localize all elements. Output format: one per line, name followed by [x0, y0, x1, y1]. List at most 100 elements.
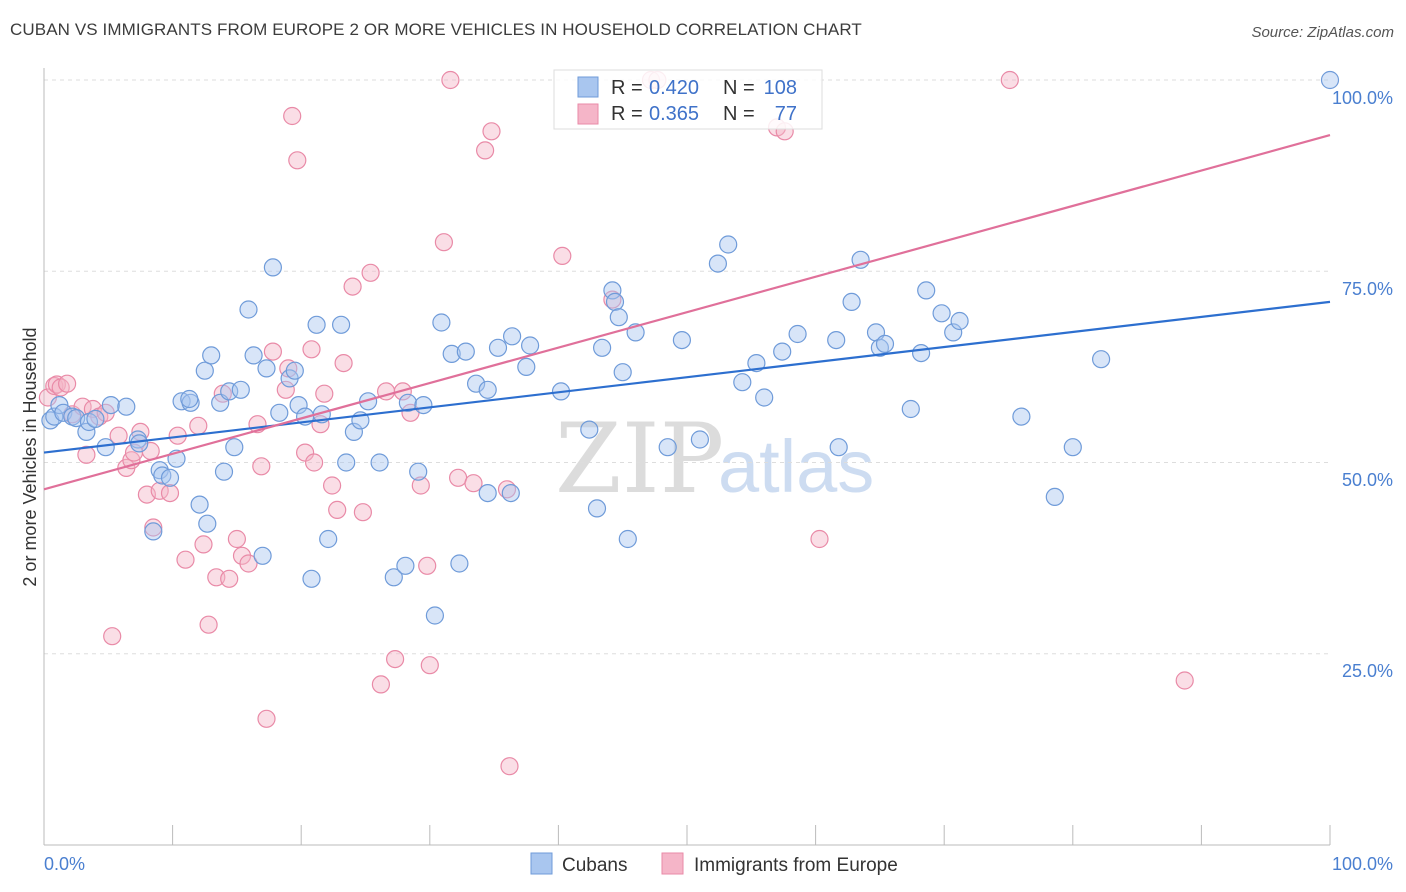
- cuban-point: [1045, 487, 1064, 506]
- europe-point: [296, 443, 315, 462]
- stats-box-frame: [553, 69, 823, 130]
- cuban-point: [733, 373, 752, 392]
- europe-point: [160, 484, 180, 503]
- cuban-point: [253, 546, 272, 565]
- europe-point: [276, 380, 295, 399]
- cuban-point: [344, 422, 363, 441]
- cuban-point: [425, 606, 444, 625]
- stats-swatch-pink: [577, 103, 599, 125]
- europe-point: [1000, 70, 1019, 90]
- cubans-points: [41, 70, 1340, 625]
- cuban-point: [932, 304, 951, 323]
- cuban-point: [302, 569, 321, 588]
- cuban-point: [950, 311, 969, 331]
- cuban-point: [827, 331, 846, 350]
- watermark: ZIP atlas: [555, 403, 874, 515]
- cuban-point: [788, 324, 807, 344]
- cuban-point: [450, 554, 469, 573]
- europe-point: [103, 627, 122, 646]
- x-ticks: [43, 825, 1331, 845]
- y-tick-100: 100.0%: [1332, 88, 1393, 108]
- cuban-point: [190, 495, 209, 514]
- europe-point: [263, 342, 282, 361]
- europe-point: [553, 246, 572, 265]
- europe-point: [199, 615, 218, 634]
- cuban-point: [337, 453, 356, 472]
- source-label: Source: ZipAtlas.com: [1251, 24, 1394, 41]
- cuban-point: [829, 438, 848, 457]
- stats-r-value-1: 0.420: [649, 77, 699, 99]
- stats-swatch-blue: [577, 76, 599, 98]
- stats-n-value-2: 77: [775, 103, 797, 125]
- europe-point: [353, 503, 372, 522]
- cuban-point: [289, 396, 308, 415]
- europe-point: [57, 374, 77, 393]
- immigrants-points: [38, 70, 1194, 776]
- cuban-point: [773, 342, 792, 361]
- europe-point: [434, 233, 453, 252]
- cuban-point: [478, 484, 497, 503]
- europe-point: [315, 384, 334, 403]
- europe-point: [194, 535, 213, 554]
- watermark-zip: ZIP: [555, 403, 724, 515]
- europe-point: [476, 141, 495, 160]
- europe-point: [371, 675, 390, 694]
- gridlines: [44, 79, 1330, 655]
- cuban-point: [370, 453, 389, 472]
- cuban-point: [384, 568, 403, 587]
- cuban-point: [414, 396, 433, 415]
- europe-point: [288, 151, 307, 170]
- cuban-point: [690, 430, 710, 449]
- cuban-point: [396, 556, 415, 575]
- cuban-point: [755, 388, 774, 407]
- cuban-point: [225, 438, 244, 457]
- cuban-point: [180, 389, 199, 409]
- legend: Cubans Immigrants from Europe: [530, 852, 898, 876]
- stats-r-value-2: 0.365: [649, 103, 699, 125]
- cuban-point: [398, 393, 417, 412]
- legend-swatch-cubans: [530, 852, 553, 875]
- cuban-point: [117, 397, 136, 416]
- x-tick-0: 0.0%: [44, 854, 85, 874]
- y-tick-25: 25.0%: [1342, 661, 1393, 681]
- cuban-point: [130, 434, 149, 453]
- cuban-point: [609, 308, 628, 327]
- cuban-point: [456, 342, 475, 361]
- trend-lines: [43, 134, 1331, 491]
- cuban-point: [45, 407, 64, 426]
- y-axis-title: 2 or more Vehicles in Household: [20, 327, 40, 586]
- cuban-point: [332, 315, 351, 334]
- europe-point: [420, 656, 439, 675]
- cuban-point: [285, 361, 304, 380]
- europe-point: [189, 416, 208, 435]
- stats-r-label-1: R =: [611, 77, 643, 99]
- cuban-point: [517, 357, 536, 376]
- cuban-point: [101, 396, 121, 415]
- europe-trend-line: [43, 134, 1331, 491]
- europe-point: [603, 290, 622, 309]
- cuban-point: [263, 258, 282, 277]
- cuban-point: [488, 338, 508, 357]
- cuban-point: [220, 382, 239, 401]
- europe-point: [283, 106, 302, 126]
- europe-point: [227, 529, 246, 549]
- europe-point: [464, 474, 483, 493]
- cuban-point: [96, 438, 115, 457]
- cuban-point: [467, 374, 486, 393]
- cuban-point: [195, 361, 214, 380]
- cuban-point: [86, 409, 105, 428]
- cuban-point: [501, 484, 520, 503]
- cuban-point: [1012, 407, 1031, 426]
- stats-n-value-1: 108: [764, 77, 797, 99]
- europe-point: [328, 500, 347, 519]
- cuban-point: [580, 420, 599, 439]
- cuban-point: [587, 499, 607, 518]
- europe-point: [239, 554, 258, 573]
- watermark-atlas: atlas: [718, 425, 874, 508]
- cuban-point: [307, 315, 326, 334]
- cuban-point: [1320, 70, 1340, 90]
- legend-label-cubans: Cubans: [562, 855, 628, 876]
- cuban-point: [432, 313, 451, 332]
- europe-point: [302, 340, 321, 359]
